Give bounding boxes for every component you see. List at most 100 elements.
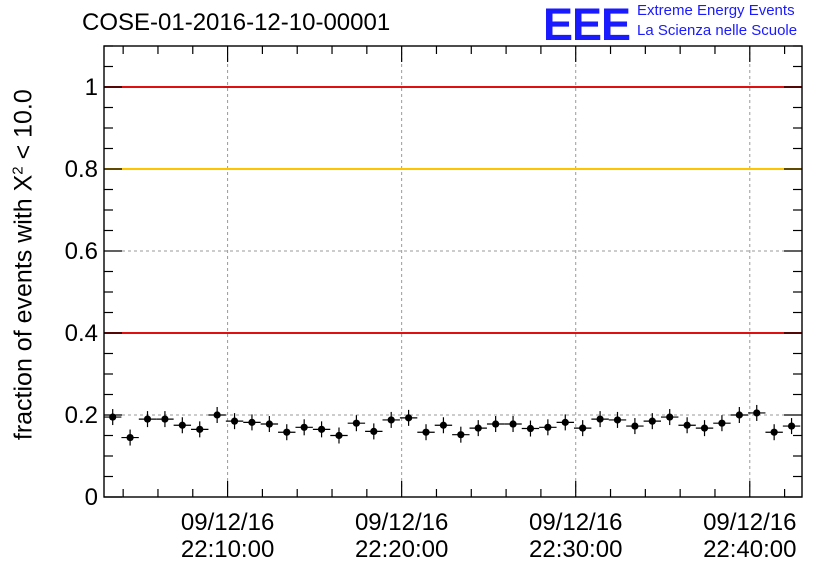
data-point [521,420,540,437]
x-tick-label-date: 09/12/16 [355,509,448,536]
data-point [156,411,174,428]
data-point [225,413,244,430]
y-axis-label-suffix: < 10.0 [9,89,38,167]
data-point [730,407,749,423]
data-marker [561,418,569,426]
y-tick-labels: 0 0.2 0.4 0.6 0.8 1 [65,74,98,511]
data-point [399,409,418,426]
y-tick-label: 1 [85,74,98,101]
data-marker [700,424,709,432]
data-marker [457,431,465,439]
data-marker [213,411,221,419]
data-point [365,423,383,440]
data-marker [648,417,656,425]
data-point [417,424,435,441]
data-marker [143,415,152,423]
data-marker [283,428,291,436]
grid-lines [104,46,802,497]
data-point [678,417,696,434]
axes-box [103,45,803,498]
x-tick-label-time: 22:20:00 [355,536,448,563]
data-marker [352,419,360,427]
data-point [191,421,209,438]
y-tick-label: 0.4 [65,320,98,347]
data-point [434,417,453,434]
data-marker [370,427,378,435]
data-marker [683,421,691,429]
data-point [121,429,139,446]
data-point [556,414,574,431]
data-marker [526,424,535,433]
data-point [138,411,157,428]
data-marker [718,419,726,427]
y-tick-label: 0.2 [65,402,98,429]
data-point [330,427,348,444]
data-point [661,409,679,426]
data-point [626,418,644,435]
data-marker [248,418,256,426]
data-point [382,411,400,428]
y-axis-label-sup: 2 [9,166,27,175]
chart-title: COSE-01-2016-12-10-00001 [82,9,391,36]
data-points [104,404,801,446]
data-marker [230,417,239,425]
plot-frame [103,45,803,498]
data-point [608,411,627,428]
data-marker [405,414,413,422]
data-point [260,416,279,433]
data-marker [579,424,587,432]
data-marker [335,431,343,440]
data-point [243,414,261,431]
y-tick-label: 0 [85,484,98,511]
data-point [104,409,122,426]
data-point [748,404,766,421]
eee-logo-mark: EEE [543,0,631,50]
data-marker [126,433,134,442]
x-tick-label-date: 09/12/16 [181,509,274,536]
data-marker [492,420,500,428]
x-tick-label-time: 22:30:00 [529,536,622,563]
data-point [312,421,331,438]
data-point [452,426,470,443]
x-tick-label-date: 09/12/16 [529,509,622,536]
data-marker [631,422,639,430]
data-point [573,420,592,437]
x-tick-label-time: 22:10:00 [181,536,274,563]
data-marker [178,421,186,429]
data-marker [596,415,604,423]
data-point [539,419,557,436]
data-marker [387,416,395,424]
data-point [173,417,192,434]
data-point [504,416,522,433]
data-marker [422,428,430,436]
data-marker [161,415,169,423]
y-tick-label: 0.8 [65,156,98,183]
data-point [713,415,731,432]
x-tick-label-date: 09/12/16 [703,509,796,536]
data-marker [439,421,448,429]
logo-tagline-2: La Scienza nelle Scuole [637,22,798,39]
data-point [208,407,226,423]
x-tick-label-time: 22:40:00 [703,536,796,563]
logo-tagline-1: Extreme Energy Events [637,2,795,19]
data-point [695,420,714,437]
data-marker [770,428,778,436]
reference-lines [104,86,802,334]
x-tick-labels: 09/12/1622:10:0009/12/1622:20:0009/12/16… [181,509,797,563]
data-point [347,415,366,432]
data-marker [666,413,674,421]
y-axis-label: fraction of events with X2 < 10.0 [9,55,38,475]
data-point [469,420,487,437]
data-point [765,424,783,441]
axis-ticks [104,45,802,498]
data-marker [474,424,482,432]
data-marker [509,420,517,428]
data-marker [735,411,743,419]
data-point [782,418,801,435]
data-marker [753,409,761,417]
data-point [278,424,296,441]
data-marker [613,416,622,424]
data-marker [317,425,326,433]
data-point [295,419,313,436]
